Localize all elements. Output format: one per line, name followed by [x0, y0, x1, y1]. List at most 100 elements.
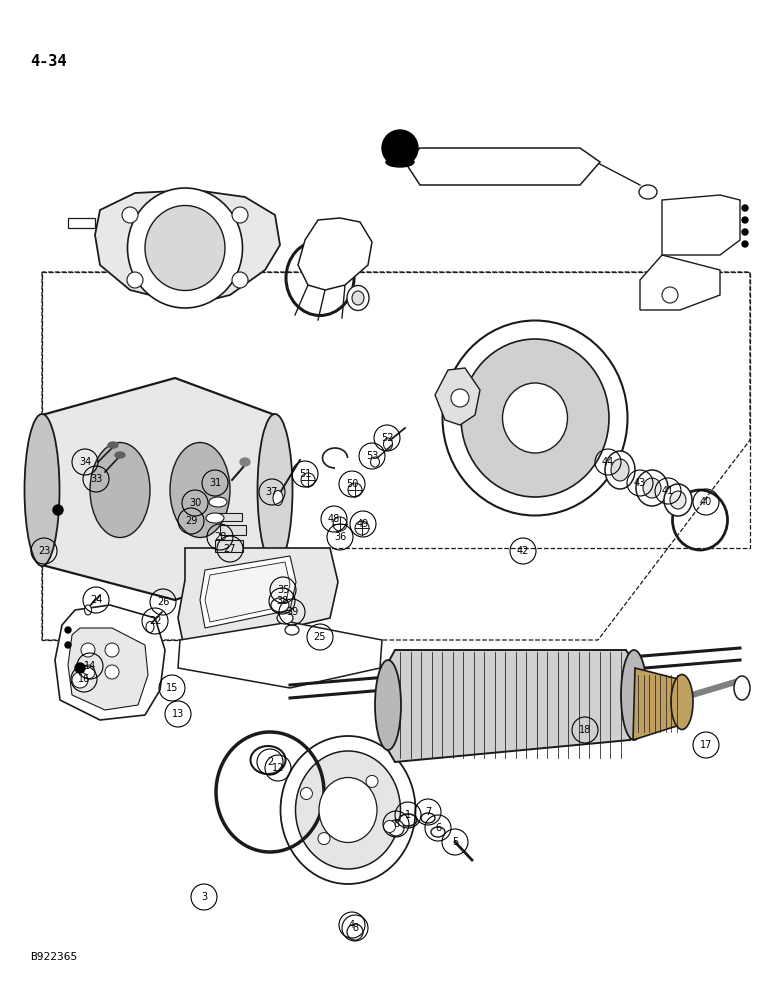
- Ellipse shape: [734, 676, 750, 700]
- Text: 2: 2: [267, 757, 273, 767]
- Ellipse shape: [371, 457, 380, 467]
- Text: 5: 5: [452, 837, 458, 847]
- Ellipse shape: [375, 660, 401, 750]
- Text: 14: 14: [84, 661, 96, 671]
- Text: 13: 13: [172, 709, 185, 719]
- Ellipse shape: [621, 650, 647, 740]
- Text: 17: 17: [699, 740, 713, 750]
- Circle shape: [318, 833, 330, 845]
- Text: 31: 31: [209, 478, 221, 488]
- Text: 37: 37: [266, 487, 278, 497]
- Ellipse shape: [670, 491, 686, 509]
- Ellipse shape: [271, 598, 289, 612]
- Ellipse shape: [127, 188, 242, 308]
- Text: 23: 23: [38, 546, 50, 556]
- Text: 18: 18: [579, 725, 591, 735]
- Text: 41: 41: [662, 486, 674, 496]
- Circle shape: [742, 229, 748, 235]
- Polygon shape: [405, 148, 600, 185]
- Text: 42: 42: [516, 546, 529, 556]
- Polygon shape: [200, 556, 296, 628]
- Ellipse shape: [258, 414, 293, 566]
- Text: 48: 48: [328, 514, 340, 524]
- Circle shape: [662, 287, 678, 303]
- Circle shape: [81, 665, 95, 679]
- Text: 38: 38: [276, 596, 288, 606]
- Text: 28: 28: [214, 532, 226, 542]
- Text: 26: 26: [157, 597, 169, 607]
- Text: 1: 1: [405, 810, 411, 820]
- Text: 27: 27: [224, 544, 236, 554]
- Text: 12: 12: [272, 763, 284, 773]
- Circle shape: [451, 389, 469, 407]
- Ellipse shape: [209, 497, 227, 507]
- Polygon shape: [218, 513, 242, 521]
- Circle shape: [366, 775, 378, 787]
- Text: 43: 43: [634, 478, 646, 488]
- Ellipse shape: [636, 470, 668, 506]
- Polygon shape: [215, 540, 243, 552]
- Polygon shape: [435, 368, 480, 425]
- Text: 33: 33: [90, 474, 102, 484]
- Circle shape: [348, 483, 362, 497]
- Ellipse shape: [643, 478, 661, 498]
- Polygon shape: [640, 255, 720, 310]
- Circle shape: [388, 820, 404, 836]
- Circle shape: [300, 788, 313, 800]
- Ellipse shape: [108, 442, 118, 448]
- Ellipse shape: [352, 291, 364, 305]
- Text: B922365: B922365: [30, 952, 77, 962]
- Polygon shape: [178, 548, 338, 652]
- Ellipse shape: [285, 625, 299, 635]
- Polygon shape: [68, 628, 148, 710]
- Ellipse shape: [90, 442, 150, 538]
- Polygon shape: [68, 218, 95, 228]
- Circle shape: [333, 517, 347, 531]
- Circle shape: [382, 130, 418, 166]
- Text: 34: 34: [79, 457, 91, 467]
- Circle shape: [301, 473, 315, 487]
- Text: 50: 50: [346, 479, 358, 489]
- Circle shape: [122, 207, 138, 223]
- Ellipse shape: [25, 414, 59, 566]
- Text: 30: 30: [189, 498, 201, 508]
- Circle shape: [65, 642, 71, 648]
- Ellipse shape: [296, 751, 401, 869]
- Ellipse shape: [145, 206, 225, 290]
- Ellipse shape: [115, 452, 125, 458]
- Ellipse shape: [386, 157, 414, 167]
- Text: 51: 51: [299, 469, 311, 479]
- Text: 6: 6: [435, 823, 441, 833]
- Circle shape: [65, 627, 71, 633]
- Text: 40: 40: [700, 497, 712, 507]
- Ellipse shape: [273, 490, 283, 506]
- Text: 8: 8: [352, 923, 358, 933]
- Circle shape: [742, 241, 748, 247]
- Text: 53: 53: [366, 451, 378, 461]
- Ellipse shape: [240, 458, 250, 466]
- Circle shape: [232, 207, 248, 223]
- Polygon shape: [633, 668, 682, 740]
- Text: 29: 29: [185, 516, 197, 526]
- Polygon shape: [95, 190, 280, 305]
- Polygon shape: [380, 650, 640, 762]
- Text: 4-34: 4-34: [30, 54, 66, 70]
- Text: 7: 7: [425, 807, 431, 817]
- Ellipse shape: [319, 778, 377, 842]
- Text: 35: 35: [277, 585, 290, 595]
- Ellipse shape: [671, 674, 693, 730]
- Polygon shape: [55, 605, 165, 720]
- Circle shape: [232, 272, 248, 288]
- Circle shape: [127, 272, 143, 288]
- Text: 3: 3: [201, 892, 207, 902]
- Ellipse shape: [84, 605, 92, 615]
- Text: 39: 39: [286, 607, 298, 617]
- Text: 44: 44: [602, 457, 614, 467]
- Text: 25: 25: [313, 632, 327, 642]
- Circle shape: [81, 643, 95, 657]
- Text: 49: 49: [357, 519, 369, 529]
- Circle shape: [105, 643, 119, 657]
- Ellipse shape: [431, 827, 445, 837]
- Text: 24: 24: [90, 595, 102, 605]
- Ellipse shape: [384, 438, 392, 450]
